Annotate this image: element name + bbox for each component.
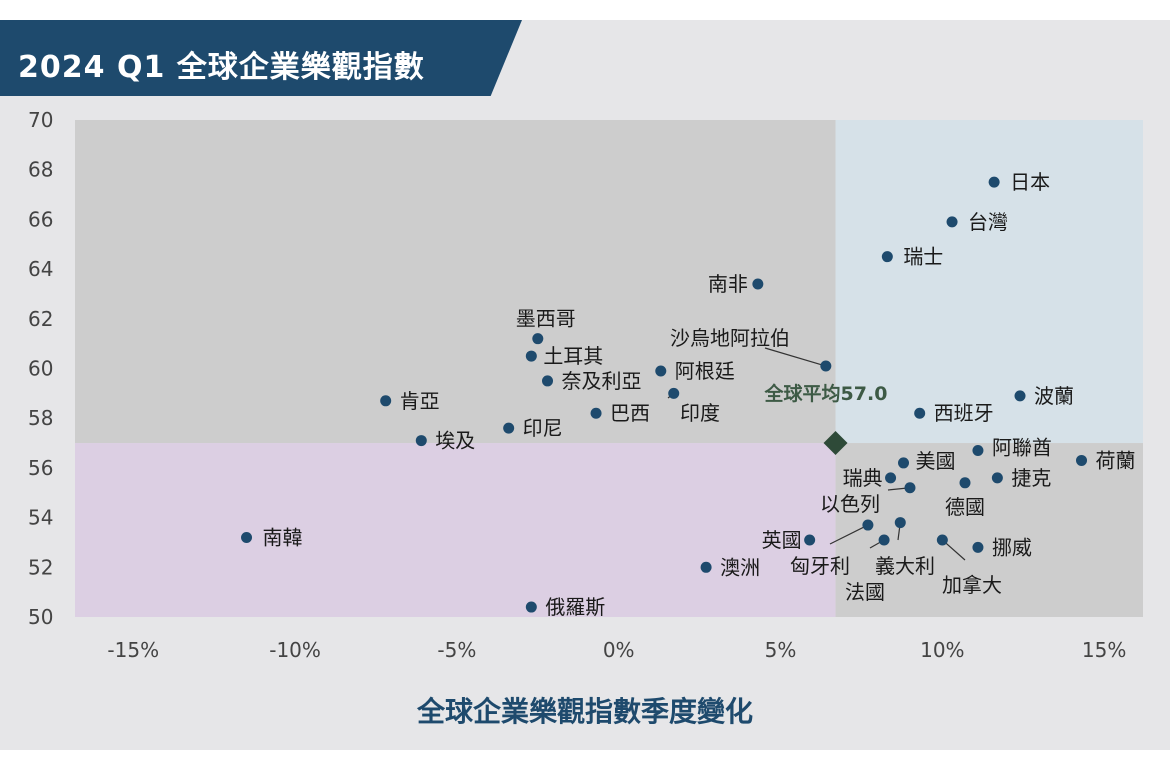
x-tick-label: 15% xyxy=(1082,638,1126,662)
y-tick-label: 70 xyxy=(28,108,53,132)
quadrant-top-right xyxy=(835,120,1143,444)
data-point xyxy=(655,365,667,377)
point-label: 美國 xyxy=(916,449,956,473)
y-tick-label: 52 xyxy=(28,555,53,579)
x-tick-label: 0% xyxy=(603,638,635,662)
x-tick-label: 5% xyxy=(765,638,797,662)
y-tick-label: 60 xyxy=(28,357,53,381)
data-point xyxy=(894,517,906,529)
data-point xyxy=(1076,454,1088,466)
data-point xyxy=(532,333,544,345)
point-label: 南非 xyxy=(708,272,748,296)
data-point xyxy=(898,457,910,469)
point-label: 荷蘭 xyxy=(1096,448,1136,472)
data-point xyxy=(820,360,832,372)
point-label: 阿聯酋 xyxy=(992,436,1052,460)
data-point xyxy=(936,534,948,546)
data-point xyxy=(904,482,916,494)
point-label: 台灣 xyxy=(968,210,1008,234)
point-label: 奈及利亞 xyxy=(562,369,642,393)
data-point xyxy=(991,472,1003,484)
data-point xyxy=(241,531,253,543)
title-banner xyxy=(0,20,522,96)
point-label: 捷克 xyxy=(1011,466,1051,490)
data-point xyxy=(525,601,537,613)
quadrant-bottom-right xyxy=(835,443,1143,617)
y-tick-label: 50 xyxy=(28,605,53,629)
point-label: 澳洲 xyxy=(720,555,760,579)
data-point xyxy=(946,216,958,228)
data-point xyxy=(503,422,515,434)
data-point xyxy=(959,477,971,489)
data-point xyxy=(914,407,926,419)
point-label: 印度 xyxy=(680,401,720,425)
point-label: 俄羅斯 xyxy=(545,595,605,619)
data-point xyxy=(700,561,712,573)
point-label: 德國 xyxy=(945,495,985,519)
data-point xyxy=(862,519,874,531)
data-point xyxy=(668,387,680,399)
data-point xyxy=(542,375,554,387)
point-label: 肯亞 xyxy=(400,389,440,413)
y-tick-label: 66 xyxy=(28,207,53,231)
quadrant-backgrounds xyxy=(75,120,1143,617)
point-label: 巴西 xyxy=(610,401,650,425)
data-points xyxy=(241,176,1088,613)
y-tick-label: 64 xyxy=(28,257,53,281)
leader-line xyxy=(764,347,827,367)
y-tick-label: 56 xyxy=(28,456,53,480)
x-axis-label: 全球企業樂觀指數季度變化 xyxy=(416,695,753,728)
data-point xyxy=(988,176,1000,188)
chart-title: 2024 Q1 全球企業樂觀指數 xyxy=(18,50,425,85)
point-label: 印尼 xyxy=(523,416,563,440)
quadrant-bottom-left xyxy=(75,443,836,617)
point-label: 瑞典 xyxy=(843,466,883,490)
y-tick-label: 54 xyxy=(28,506,53,530)
data-point xyxy=(590,407,602,419)
data-point xyxy=(380,395,392,407)
data-point xyxy=(525,350,537,362)
point-label: 波蘭 xyxy=(1034,384,1074,408)
point-label: 匈牙利 xyxy=(790,554,850,578)
data-point xyxy=(972,445,984,457)
average-label: 全球平均57.0 xyxy=(764,382,888,405)
data-point xyxy=(752,278,764,290)
quadrant-top-left xyxy=(75,120,836,444)
point-label: 阿根廷 xyxy=(675,359,735,383)
global-average: 全球平均57.0 xyxy=(764,382,888,456)
x-tick-label: -15% xyxy=(107,638,159,662)
data-point xyxy=(878,534,890,546)
x-tick-label: -10% xyxy=(269,638,321,662)
point-label: 日本 xyxy=(1010,170,1050,194)
point-label: 挪威 xyxy=(992,535,1032,559)
data-point xyxy=(415,435,427,447)
axis-ticks: 70 68 66 64 62 60 58 56 54 52 50 -15% -10% -5% 0% 5% 10%… xyxy=(28,108,1126,662)
data-point xyxy=(972,541,984,553)
data-point xyxy=(881,251,893,263)
y-tick-label: 58 xyxy=(28,406,53,430)
point-label: 西班牙 xyxy=(934,401,994,425)
average-marker xyxy=(823,431,848,456)
y-tick-label: 62 xyxy=(28,307,53,331)
x-tick-label: 10% xyxy=(920,638,964,662)
point-label: 英國 xyxy=(762,528,802,552)
point-label: 加拿大 xyxy=(942,573,1002,597)
data-point xyxy=(885,472,897,484)
point-label: 土耳其 xyxy=(543,344,603,368)
point-label: 義大利 xyxy=(875,554,935,578)
data-point xyxy=(1014,390,1026,402)
leader-line xyxy=(829,524,869,545)
point-label: 瑞士 xyxy=(903,245,943,269)
point-label: 法國 xyxy=(845,580,885,604)
point-label: 南韓 xyxy=(263,525,303,549)
x-tick-label: -5% xyxy=(437,638,476,662)
data-point xyxy=(804,534,816,546)
point-label: 埃及 xyxy=(435,429,475,453)
point-label: 墨西哥 xyxy=(516,307,576,331)
point-label: 沙烏地阿拉伯 xyxy=(670,326,790,350)
y-tick-label: 68 xyxy=(28,158,53,182)
point-label: 以色列 xyxy=(820,492,880,516)
